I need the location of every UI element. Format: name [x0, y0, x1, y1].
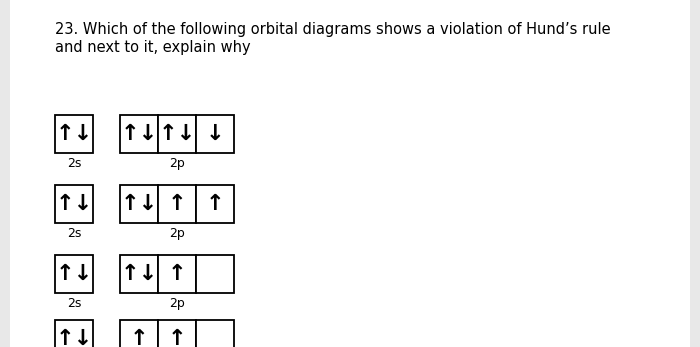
Text: 2s: 2s [66, 227, 81, 240]
Text: ↑: ↑ [168, 329, 186, 347]
Text: 2s: 2s [66, 157, 81, 170]
Text: 23. Which of the following orbital diagrams shows a violation of Hund’s rule: 23. Which of the following orbital diagr… [55, 22, 610, 37]
Bar [158, 185, 196, 223]
Text: ↑↓: ↑↓ [55, 264, 92, 284]
Bar [158, 255, 196, 293]
Bar [55, 255, 93, 293]
Bar [120, 115, 158, 153]
Text: 2p: 2p [169, 297, 185, 310]
Text: ↑↓: ↑↓ [55, 329, 92, 347]
Text: ↑↓: ↑↓ [158, 124, 195, 144]
Bar [158, 320, 196, 347]
Bar [158, 115, 196, 153]
Bar [120, 255, 158, 293]
Text: ↓: ↓ [206, 124, 224, 144]
Text: ↑: ↑ [130, 329, 148, 347]
Bar [196, 255, 234, 293]
FancyBboxPatch shape [10, 0, 690, 347]
Text: and next to it, explain why: and next to it, explain why [55, 40, 251, 55]
Text: ↑↓: ↑↓ [55, 194, 92, 214]
Text: ↑↓: ↑↓ [120, 194, 158, 214]
Bar [120, 185, 158, 223]
Text: ↑↓: ↑↓ [120, 264, 158, 284]
Bar [120, 320, 158, 347]
Text: ↑↓: ↑↓ [55, 124, 92, 144]
Text: ↑: ↑ [206, 194, 224, 214]
Bar [196, 320, 234, 347]
Text: 2p: 2p [169, 227, 185, 240]
Bar [55, 115, 93, 153]
Bar [196, 185, 234, 223]
Text: 2s: 2s [66, 297, 81, 310]
Text: 2p: 2p [169, 157, 185, 170]
Text: ↑↓: ↑↓ [120, 124, 158, 144]
Bar [196, 115, 234, 153]
Text: ↑: ↑ [168, 194, 186, 214]
Bar [55, 320, 93, 347]
Bar [55, 185, 93, 223]
Text: ↑: ↑ [168, 264, 186, 284]
